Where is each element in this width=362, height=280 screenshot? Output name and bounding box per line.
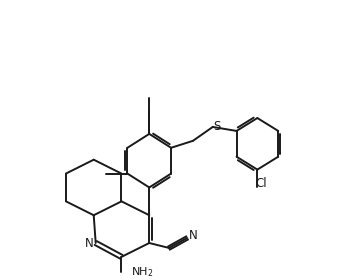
Text: N: N [84, 237, 93, 249]
Text: S: S [213, 120, 220, 134]
Text: NH$_2$: NH$_2$ [131, 265, 154, 279]
Text: Cl: Cl [256, 177, 267, 190]
Text: N: N [189, 228, 197, 242]
